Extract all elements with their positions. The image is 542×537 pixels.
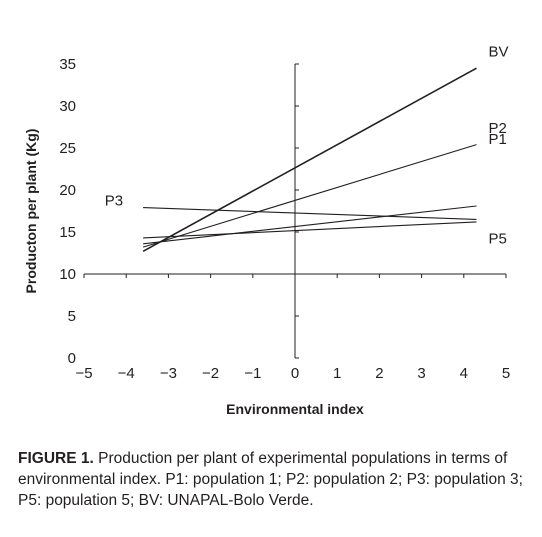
y-tick-label: 25 bbox=[59, 140, 76, 157]
x-tick-label: 4 bbox=[460, 365, 468, 382]
x-tick-label: −5 bbox=[75, 365, 92, 382]
caption-text: Production per plant of experimental pop… bbox=[18, 450, 523, 509]
x-tick-label: −3 bbox=[160, 365, 177, 382]
x-tick-label: 1 bbox=[333, 365, 341, 382]
chart: 0 5 10 15 20 25 30 35 −5 −4 −3 −2 −1 0 1 2 3 4 5 Environmen… bbox=[23, 43, 510, 417]
series-label-p5: P5 bbox=[488, 231, 506, 248]
y-tick-label: 35 bbox=[59, 56, 76, 73]
axes: 0 5 10 15 20 25 30 35 −5 −4 −3 −2 −1 0 1 2 3 4 5 Environmen… bbox=[23, 56, 510, 417]
y-tick-label: 15 bbox=[59, 224, 76, 241]
series-line-p2 bbox=[142, 144, 477, 248]
figure-caption: FIGURE 1. Production per plant of experi… bbox=[18, 448, 528, 511]
y-tick-label: 20 bbox=[59, 182, 76, 199]
series-label-bv: BV bbox=[488, 43, 508, 60]
y-tick-label: 0 bbox=[68, 350, 76, 367]
x-tick-label: −2 bbox=[202, 365, 219, 382]
x-tick-label: 5 bbox=[502, 365, 510, 382]
x-tick-label: −4 bbox=[118, 365, 135, 382]
series-lines bbox=[142, 67, 477, 253]
series-label-p1: P1 bbox=[488, 131, 506, 148]
x-tick-label: 0 bbox=[291, 365, 299, 382]
x-tick-label: 2 bbox=[375, 365, 383, 382]
x-axis-title: Environmental index bbox=[226, 401, 364, 417]
series-line-bv bbox=[142, 67, 477, 253]
series-line-p5 bbox=[143, 221, 477, 239]
x-tick-label: 3 bbox=[417, 365, 425, 382]
series-line-p3 bbox=[143, 207, 477, 220]
series-label-p2: P2 bbox=[488, 120, 506, 137]
x-tick-label: −1 bbox=[244, 365, 261, 382]
series-line-p1 bbox=[143, 205, 477, 245]
y-axis-title: Producton per plant (Kg) bbox=[23, 129, 39, 294]
y-tick-label: 5 bbox=[68, 308, 76, 325]
caption-label: FIGURE 1. bbox=[18, 450, 94, 467]
y-tick-label: 30 bbox=[59, 98, 76, 115]
y-tick-label: 10 bbox=[59, 266, 76, 283]
series-label-p3: P3 bbox=[105, 193, 123, 210]
